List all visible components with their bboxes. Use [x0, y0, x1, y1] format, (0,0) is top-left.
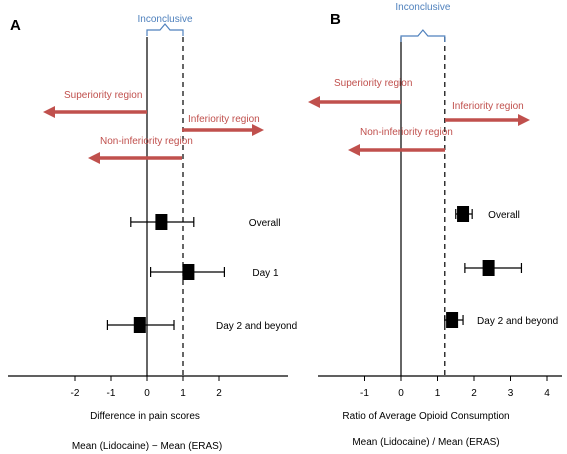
panel-a-x-tick-label: -1: [107, 388, 116, 399]
panel-b-non-inferiority-arrow-head: [348, 144, 360, 156]
panel-b-x-tick-label: 1: [435, 388, 441, 399]
panel-a-inferiority-arrow: [182, 124, 264, 136]
panel-b-x-tick-label: 4: [544, 388, 550, 399]
panel-b-superiority-label: Superiority region: [334, 78, 412, 89]
panel-a-superiority-label: Superiority region: [64, 90, 142, 101]
panel-b-data-point: Overall: [455, 206, 520, 222]
panel-b-x-tick-label: -1: [360, 388, 369, 399]
panel-b-non-inferiority-arrow: [348, 144, 445, 156]
panel-a: A -2 -1 0 1 2 Inconclusive Superiority region In…: [8, 14, 297, 452]
panel-b-x-tick-label: 0: [398, 388, 404, 399]
panel-a-x-axis-subtitle: Mean (Lidocaine) − Mean (ERAS): [72, 441, 222, 452]
panel-b-superiority-arrow: [308, 96, 401, 108]
panel-a-data-point: Day 1: [150, 264, 279, 280]
panel-a-point-label: Day 1: [252, 268, 279, 279]
panel-b-point-marker: [482, 260, 495, 276]
panel-a-data-point: Overall: [130, 214, 281, 230]
panel-b-x-axis-title: Ratio of Average Opioid Consumption: [342, 411, 509, 422]
panel-b-point-marker: [457, 206, 470, 222]
panel-a-superiority-arrow: [43, 106, 147, 118]
panel-a-x-axis-title: Difference in pain scores: [90, 411, 200, 422]
panel-a-superiority-arrow-head: [43, 106, 55, 118]
panel-b-x-tick-label: 2: [471, 388, 477, 399]
panel-a-non-inferiority-arrow: [88, 152, 182, 164]
panel-a-x-tick-label: -2: [71, 388, 80, 399]
panel-a-inferiority-label: Inferiority region: [188, 114, 260, 125]
panel-b: B -1 0 1 2 3 4 Inconclusive Superiority region In…: [308, 2, 562, 448]
panel-b-letter: B: [330, 11, 341, 28]
panel-b-inferiority-arrow-head: [518, 114, 530, 126]
panel-b-inconclusive-label: Inconclusive: [395, 2, 450, 13]
panel-a-point-marker: [133, 317, 146, 333]
panel-a-inconclusive-brace: [146, 23, 184, 36]
panel-b-data-point: Day 2 and beyond: [444, 312, 558, 328]
panel-b-non-inferiority-label: Non-inferiority region: [360, 127, 453, 138]
panel-a-x-tick-label: 1: [180, 388, 186, 399]
panel-b-x-axis-subtitle: Mean (Lidocaine) / Mean (ERAS): [352, 437, 499, 448]
panel-b-inferiority-label: Inferiority region: [452, 101, 524, 112]
panel-a-x-tick-label: 2: [216, 388, 222, 399]
panel-a-non-inferiority-arrow-head: [88, 152, 100, 164]
panel-b-superiority-arrow-head: [308, 96, 320, 108]
panel-a-letter: A: [10, 17, 21, 34]
panel-a-inferiority-arrow-head: [252, 124, 264, 136]
panel-b-x-tick-label: 3: [508, 388, 514, 399]
panel-a-point-label: Day 2 and beyond: [216, 321, 297, 332]
panel-a-x-tick-label: 0: [144, 388, 150, 399]
panel-b-inferiority-arrow: [445, 114, 530, 126]
panel-a-inconclusive-label: Inconclusive: [137, 14, 192, 25]
panel-a-non-inferiority-label: Non-inferiority region: [100, 136, 193, 147]
panel-a-point-label: Overall: [249, 218, 281, 229]
panel-b-point-label: Overall: [488, 210, 520, 221]
panel-a-point-marker: [182, 264, 195, 280]
panel-b-data-point: Day 1: [464, 260, 523, 276]
panel-b-point-label: Day 2 and beyond: [477, 316, 558, 327]
panel-a-point-marker: [155, 214, 168, 230]
panel-b-inconclusive-brace: [400, 29, 446, 42]
panel-a-data-point: Day 2 and beyond: [106, 317, 297, 333]
panel-b-point-marker: [446, 312, 459, 328]
